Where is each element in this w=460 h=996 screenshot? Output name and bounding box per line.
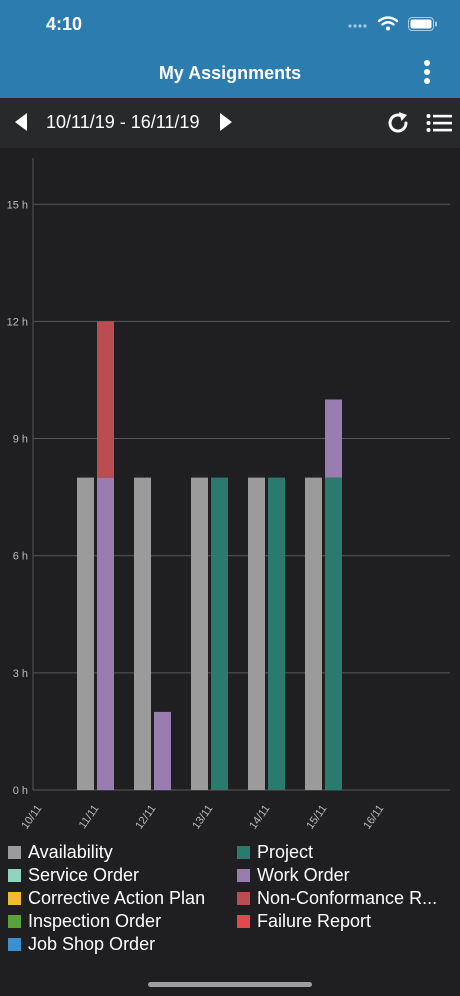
chart-svg: 0 h 3 h 6 h 9 h 12 h 15 h 10/11 11/11 12/11 13/11…: [7, 158, 450, 832]
bar-work-order: [97, 477, 114, 790]
legend-swatch: [8, 915, 21, 928]
next-week-icon[interactable]: [218, 112, 234, 132]
home-indicator[interactable]: [148, 982, 312, 987]
bar-availability: [77, 477, 94, 790]
legend-swatch: [237, 869, 250, 882]
x-tick-label: 11/11: [77, 803, 102, 831]
bar-work-order: [325, 399, 342, 478]
legend-swatch: [8, 938, 21, 951]
status-icons: [348, 16, 438, 31]
x-tick-label: 10/11: [19, 803, 44, 832]
legend-item-failure-report: Failure Report: [237, 911, 371, 932]
signal-icon: [348, 23, 367, 28]
kebab-menu-icon[interactable]: [420, 60, 434, 88]
bar-availability: [191, 477, 208, 790]
refresh-icon[interactable]: [386, 111, 410, 135]
bar-availability: [305, 477, 322, 790]
legend-item-inspection-order: Inspection Order: [8, 911, 161, 932]
legend-label: Project: [257, 842, 314, 862]
page-title: My Assignments: [158, 63, 302, 83]
assignments-chart: 0 h 3 h 6 h 9 h 12 h 15 h 10/11 11/11 12/11 13/11…: [0, 148, 460, 836]
legend-item-corrective-action-plan: Corrective Action Plan: [8, 888, 205, 909]
previous-week-icon[interactable]: [13, 112, 29, 132]
date-range-label: 10/11/19 - 16/11/19: [46, 112, 200, 132]
app-header: 4:10 My Assignments: [0, 0, 460, 98]
legend-item-project: Project: [237, 842, 313, 863]
bar-project: [268, 477, 285, 790]
legend-item-service-order: Service Order: [8, 865, 139, 886]
y-tick-label: 15 h: [7, 199, 28, 211]
y-tick-label: 12 h: [7, 316, 28, 328]
date-navigation-bar: 10/11/19 - 16/11/19: [0, 98, 460, 148]
y-tick-label: 6 h: [13, 551, 28, 563]
battery-icon: [408, 16, 437, 31]
legend-label: Service Order: [28, 865, 140, 885]
x-tick-label: 16/11: [361, 803, 386, 832]
legend-label: Non-Conformance R...: [257, 888, 438, 908]
legend-swatch: [237, 915, 250, 928]
legend-label: Availability: [28, 842, 113, 862]
bar-availability: [134, 477, 151, 790]
legend-item-availability: Availability: [8, 842, 113, 863]
x-tick-label: 13/11: [190, 803, 215, 832]
legend-swatch: [237, 846, 250, 859]
y-tick-label: 0 h: [13, 785, 28, 797]
legend-item-non-conformance-report: Non-Conformance R...: [237, 888, 437, 909]
legend-label: Work Order: [257, 865, 350, 885]
legend-label: Job Shop Order: [28, 934, 156, 954]
bar-availability: [248, 477, 265, 790]
bar-non-conformance-report: [97, 321, 114, 478]
wifi-icon: [378, 16, 398, 31]
x-tick-label: 12/11: [133, 803, 158, 832]
x-tick-label: 14/11: [247, 803, 272, 832]
legend-label: Inspection Order: [28, 911, 162, 931]
legend-item-job-shop-order: Job Shop Order: [8, 934, 155, 955]
y-tick-label: 9 h: [13, 434, 28, 446]
y-tick-label: 3 h: [13, 668, 28, 680]
legend-swatch: [8, 892, 21, 905]
legend-swatch: [8, 846, 21, 859]
bar-work-order: [154, 711, 171, 790]
legend-swatch: [8, 869, 21, 882]
bar-project: [211, 477, 228, 790]
list-icon[interactable]: [426, 113, 452, 133]
x-tick-label: 15/11: [304, 803, 329, 832]
legend-swatch: [237, 892, 250, 905]
bar-project: [325, 477, 342, 790]
status-time: 4:10: [46, 14, 83, 34]
legend-label: Corrective Action Plan: [28, 888, 206, 908]
legend-label: Failure Report: [257, 911, 372, 931]
legend-item-work-order: Work Order: [237, 865, 350, 886]
